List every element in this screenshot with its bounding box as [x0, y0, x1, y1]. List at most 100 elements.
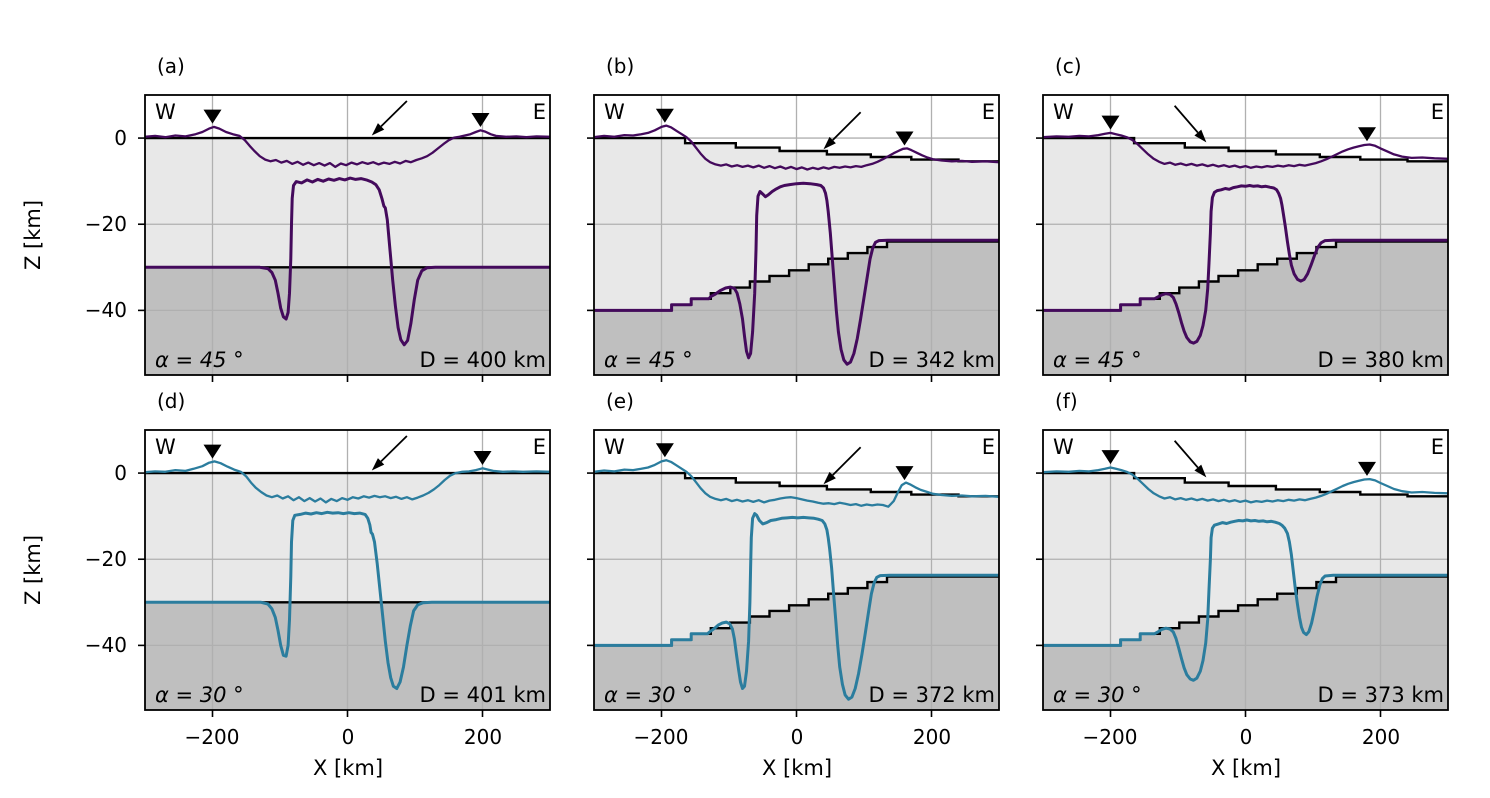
annotation-arrow-icon	[1173, 440, 1199, 469]
x-axis-label: X [km]	[312, 756, 384, 780]
model-surface-curve	[593, 459, 1000, 508]
subplot-d: (d) W E α = 30 ° D = 401 km 0 −20 −40 Z …	[21, 389, 562, 780]
x-tick-label: 0	[1239, 725, 1253, 749]
station-marker-icon	[1358, 127, 1376, 142]
subplot-f-plot	[1036, 429, 1449, 717]
slab-interface-curve	[145, 176, 550, 347]
east-label: E	[981, 100, 995, 124]
subplot-letter: (c)	[1055, 54, 1082, 78]
west-label: W	[155, 100, 176, 124]
annotation-arrowhead-icon	[1194, 129, 1207, 143]
x-axis-label: X [km]	[1210, 756, 1282, 780]
west-label: W	[1053, 435, 1074, 459]
subplot-b-plot	[587, 94, 1000, 382]
x-tick-label: 200	[1361, 725, 1401, 749]
east-label: E	[1430, 100, 1444, 124]
slab-interface-curve	[1043, 518, 1448, 682]
slab-interface-curve	[594, 512, 999, 701]
y-tick-label: 0	[114, 461, 127, 485]
y-tick-label: −20	[84, 547, 127, 571]
station-marker-icon	[895, 131, 914, 146]
subplot-letter: (a)	[157, 54, 185, 78]
east-label: E	[532, 435, 546, 459]
plot-border	[144, 429, 551, 711]
x-tick-label: −200	[633, 725, 689, 749]
annotation-arrowhead-icon	[371, 123, 385, 136]
y-tick-label: −40	[84, 633, 127, 657]
station-marker-icon	[655, 443, 674, 458]
subplot-letter: (b)	[606, 54, 635, 78]
slab-interface-curve	[1043, 184, 1448, 345]
subplot-letter: (e)	[606, 389, 634, 413]
station-marker-icon	[471, 113, 490, 128]
annotation-arrowhead-icon	[823, 136, 836, 150]
subplot-b: (b) W E α = 45 ° D = 342 km	[582, 54, 1011, 387]
subplot-letter: (d)	[157, 389, 186, 413]
alpha-label: α = 45 °	[604, 348, 693, 372]
station-marker-icon	[895, 466, 914, 481]
distance-label: D = 373 km	[1317, 683, 1445, 707]
subplot-e: (e) W E α = 30 ° D = 372 km −200 0 200 X…	[582, 389, 1011, 780]
model-surface-curve	[144, 125, 551, 169]
x-tick-label: 0	[790, 725, 804, 749]
x-tick-label: 200	[912, 725, 952, 749]
east-label: E	[1430, 435, 1444, 459]
west-label: W	[1053, 100, 1074, 124]
x-tick-label: −200	[184, 725, 240, 749]
subplot-letter: (f)	[1055, 389, 1078, 413]
distance-label: D = 380 km	[1317, 348, 1445, 372]
x-tick-label: 200	[463, 725, 503, 749]
alpha-label: α = 45 °	[1053, 348, 1142, 372]
west-label: W	[604, 100, 625, 124]
annotation-arrowhead-icon	[823, 471, 836, 485]
station-marker-icon	[1358, 461, 1376, 476]
y-tick-label: −40	[84, 298, 127, 322]
station-marker-icon	[1101, 450, 1120, 465]
subplot-a: (a) W E α = 45 ° D = 400 km 0 −20 −40 Z …	[21, 54, 562, 387]
annotation-arrowhead-icon	[1194, 464, 1207, 478]
station-marker-icon	[203, 444, 222, 459]
alpha-label: α = 30 °	[1053, 683, 1142, 707]
y-tick-label: −20	[84, 212, 127, 236]
annotation-arrow-icon	[1173, 105, 1199, 134]
station-marker-icon	[203, 109, 222, 124]
distance-label: D = 372 km	[868, 683, 996, 707]
annotation-arrow-icon	[832, 111, 862, 141]
slab-interface-curve	[145, 510, 550, 690]
annotation-arrow-icon	[380, 100, 408, 128]
west-label: W	[155, 435, 176, 459]
subplot-e-plot	[587, 429, 1000, 717]
east-label: E	[981, 435, 995, 459]
model-surface-curve	[1042, 466, 1449, 504]
slab-interface-curve	[594, 181, 999, 366]
station-marker-icon	[655, 108, 674, 123]
station-marker-icon	[473, 451, 492, 466]
x-tick-label: 0	[341, 725, 355, 749]
annotation-arrow-icon	[832, 446, 862, 476]
distance-label: D = 400 km	[419, 348, 547, 372]
distance-label: D = 401 km	[419, 683, 547, 707]
alpha-label: α = 45 °	[155, 348, 244, 372]
y-axis-label: Z [km]	[21, 534, 45, 606]
y-tick-label: 0	[114, 126, 127, 150]
plot-border	[144, 94, 551, 376]
plot-border	[1042, 429, 1449, 711]
east-label: E	[532, 100, 546, 124]
west-label: W	[604, 435, 625, 459]
subplot-a-plot	[138, 94, 551, 382]
model-surface-curve	[144, 460, 551, 504]
topography-line	[1043, 136, 1448, 163]
x-axis-label: X [km]	[761, 756, 833, 780]
annotation-arrow-icon	[380, 435, 408, 463]
model-surface-curve	[1042, 131, 1449, 169]
subplot-c: (c) W E α = 45 ° D = 380 km	[1031, 54, 1460, 387]
distance-label: D = 342 km	[868, 348, 996, 372]
topography-line	[1043, 471, 1448, 498]
annotation-arrowhead-icon	[371, 458, 385, 471]
subplot-d-plot	[138, 429, 551, 717]
alpha-label: α = 30 °	[155, 683, 244, 707]
plot-border	[593, 429, 1000, 711]
y-axis-label: Z [km]	[21, 199, 45, 271]
subplot-f: (f) W E α = 30 ° D = 373 km −200 0 200 X…	[1031, 389, 1460, 780]
